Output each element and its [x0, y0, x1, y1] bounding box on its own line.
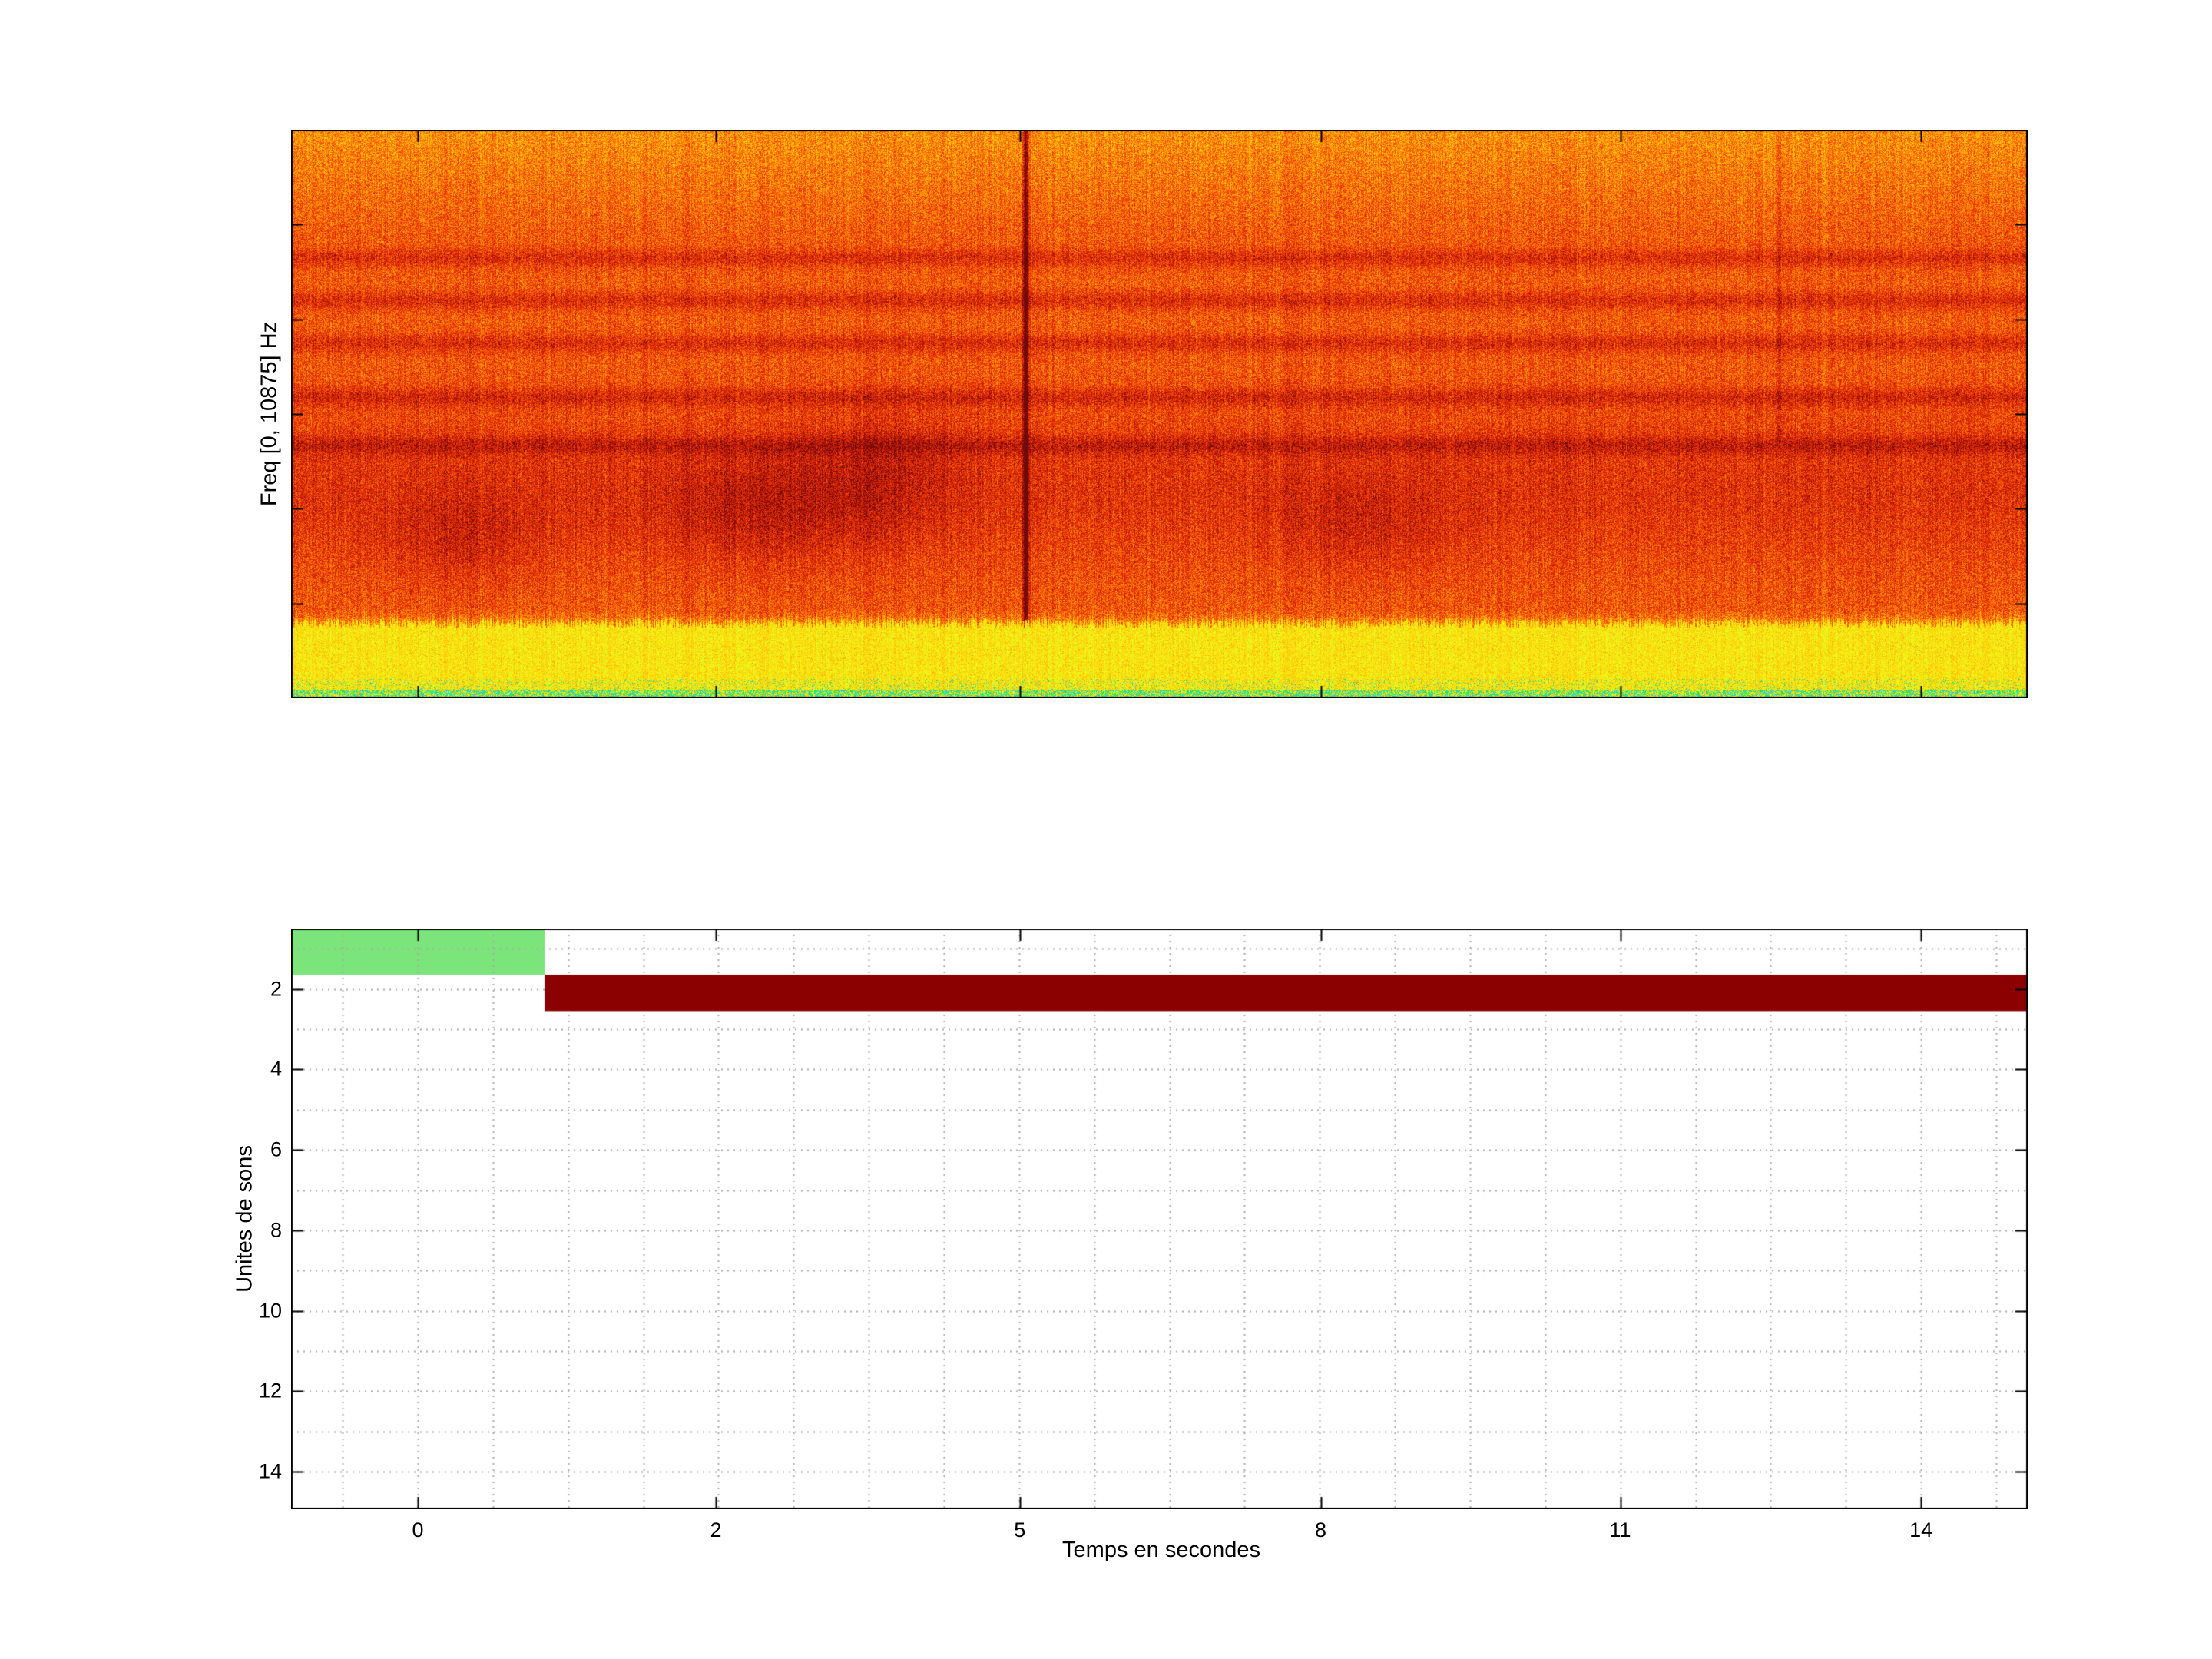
activity-canvas: [291, 929, 2028, 1509]
y-tick-label: 8: [270, 1218, 282, 1242]
y-tick-label: 12: [258, 1379, 282, 1402]
x-tick-label: 11: [1609, 1518, 1631, 1541]
y-tick-label: 4: [270, 1057, 282, 1081]
y-tick-label: 2: [270, 977, 282, 1001]
spectrogram-canvas: [291, 130, 2028, 698]
x-tick-label: 5: [1014, 1518, 1026, 1541]
y-tick-label: 6: [270, 1137, 282, 1161]
y-tick-label: 14: [258, 1459, 282, 1483]
x-tick-label: 8: [1315, 1518, 1327, 1541]
x-tick-label: 2: [710, 1518, 722, 1541]
activity-xlabel: Temps en secondes: [1062, 1538, 1260, 1562]
x-tick-label: 0: [412, 1518, 424, 1541]
y-tick-label: 10: [258, 1299, 282, 1323]
spectrogram-ylabel: Freq [0, 10875] Hz: [257, 321, 282, 507]
activity-ylabel: Unites de sons: [232, 1145, 257, 1293]
x-tick-label: 14: [1909, 1518, 1933, 1541]
